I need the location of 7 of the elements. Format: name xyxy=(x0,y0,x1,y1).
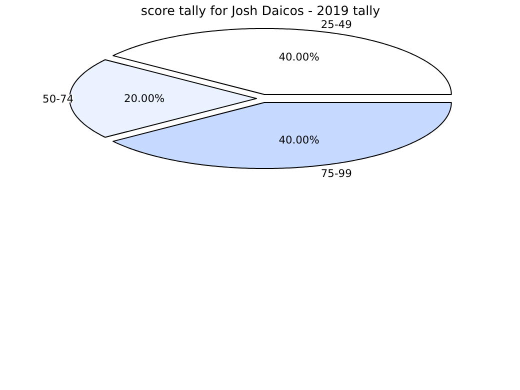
chart-title: score tally for Josh Daicos - 2019 tally xyxy=(140,3,381,18)
slice-label: 75-99 xyxy=(320,166,352,180)
data-label: 40.00% xyxy=(278,134,320,147)
slice-label: 50-74 xyxy=(42,92,74,106)
slice-label: 25-49 xyxy=(320,18,352,32)
data-label: 20.00% xyxy=(124,92,165,105)
data-label: 40.00% xyxy=(278,50,320,64)
